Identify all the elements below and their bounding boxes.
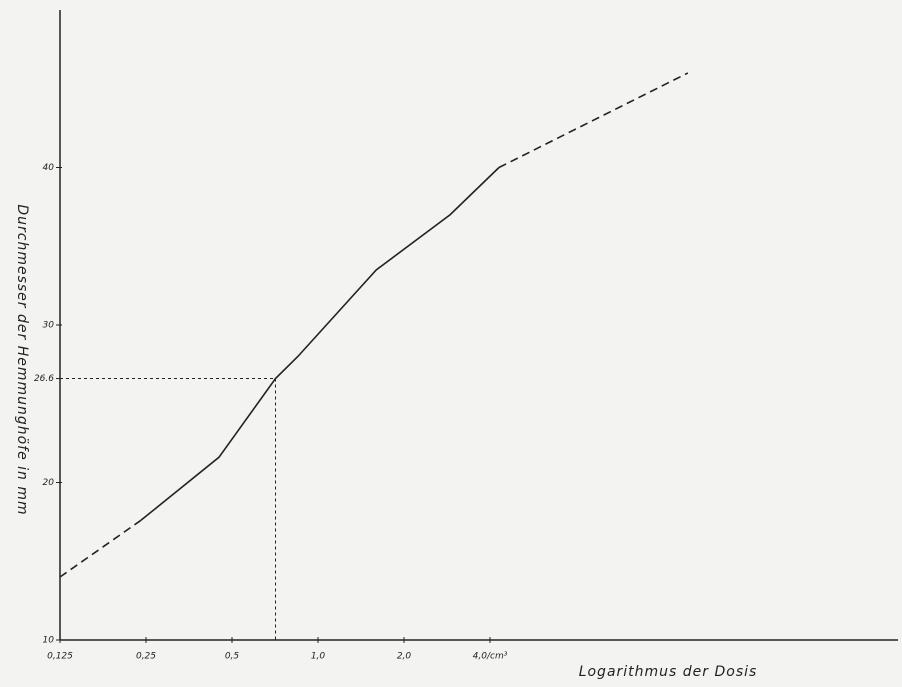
- y-axis-label: Durchmesser der Hemmunghöfe in mm: [14, 204, 30, 515]
- line-series: [59, 519, 142, 578]
- x-tick-label: 0,5: [225, 652, 240, 662]
- x-tick-label: 0,25: [136, 652, 156, 662]
- line-series: [140, 166, 500, 521]
- y-tick-label: 20: [43, 478, 55, 488]
- y-tick-label: 26.6: [34, 374, 54, 384]
- x-tick-label: 4,0/cm³: [473, 652, 508, 662]
- x-tick-label: 1,0: [311, 652, 326, 662]
- y-tick-label: 30: [43, 321, 55, 331]
- x-axis-label: Logarithmus der Dosis: [579, 664, 758, 680]
- y-tick-label: 40: [43, 163, 55, 173]
- x-tick-label: 0,125: [47, 652, 73, 662]
- x-tick-label: 2,0: [397, 652, 412, 662]
- y-tick-label: 10: [43, 636, 55, 646]
- line-series: [498, 72, 689, 169]
